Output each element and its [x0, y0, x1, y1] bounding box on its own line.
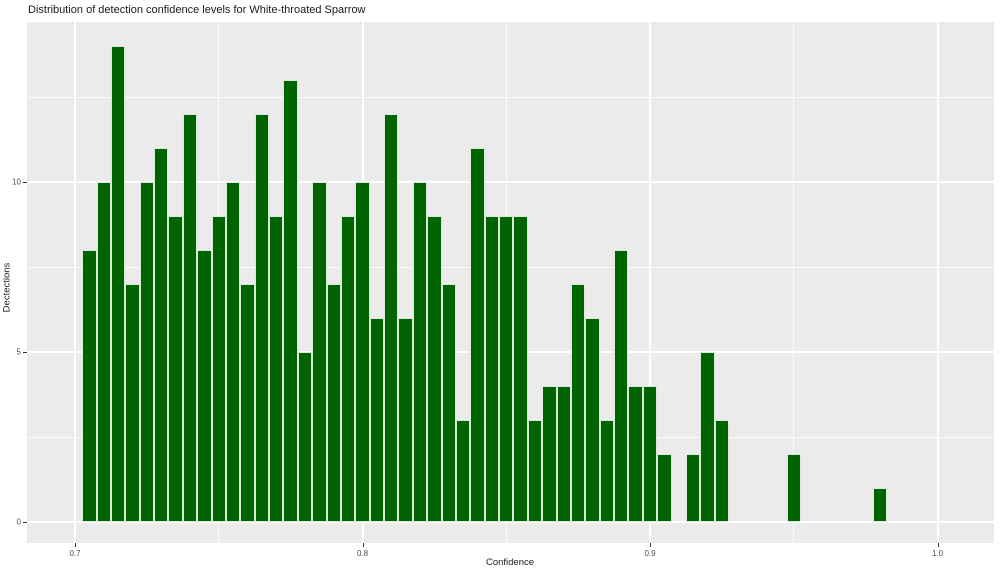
histogram-bar [297, 352, 313, 522]
histogram-bar [398, 318, 413, 522]
y-major-gridline [27, 521, 994, 523]
histogram-bar [96, 182, 111, 522]
x-major-gridline [74, 22, 76, 543]
x-axis-title: Confidence [485, 557, 535, 568]
x-tick-mark [362, 543, 364, 547]
histogram-bar [872, 488, 888, 522]
histogram-bar [470, 148, 485, 522]
histogram-bar [225, 182, 241, 522]
histogram-bar [355, 182, 370, 522]
plot-panel [27, 22, 994, 543]
histogram-bar [542, 386, 557, 522]
histogram-bar [283, 80, 298, 522]
histogram-bar [197, 250, 212, 522]
x-minor-gridline [793, 22, 795, 543]
histogram-bar [312, 182, 327, 522]
x-major-gridline [649, 22, 651, 543]
histogram-bar [427, 216, 442, 522]
histogram-bar [484, 216, 500, 522]
y-minor-gridline [27, 96, 994, 98]
histogram-bar [513, 216, 528, 522]
histogram-bar [182, 114, 198, 522]
y-tick-label: 10 [12, 177, 21, 187]
histogram-bar [499, 216, 514, 522]
histogram-bar [714, 420, 730, 522]
histogram-bar [154, 148, 169, 522]
histogram-bar [269, 216, 284, 522]
x-tick-label: 0.9 [644, 549, 656, 558]
histogram-bar [441, 284, 456, 522]
histogram-bar [240, 284, 255, 522]
x-tick-mark [937, 543, 939, 547]
histogram-bar [455, 420, 471, 522]
y-tick-mark [23, 352, 27, 353]
histogram-bar [527, 420, 543, 522]
x-tick-label: 0.8 [356, 549, 369, 558]
chart-title: Distribution of detection confidence lev… [28, 4, 366, 16]
histogram-bar [657, 454, 672, 522]
y-axis-title: Dectections [1, 262, 13, 313]
histogram-bar [384, 114, 399, 522]
histogram-bar [628, 386, 643, 522]
histogram-bar [139, 182, 155, 522]
histogram-bar [254, 114, 270, 522]
histogram-bar [685, 454, 701, 522]
y-tick-label: 0 [16, 517, 21, 527]
histogram-bar [700, 352, 715, 522]
x-tick-mark [75, 543, 76, 547]
y-tick-label: 5 [16, 347, 21, 357]
histogram-bar [570, 284, 586, 522]
histogram-bar [786, 454, 801, 522]
histogram-bar [556, 386, 571, 522]
y-tick-mark [23, 182, 27, 183]
y-tick-mark [23, 522, 27, 523]
histogram-bar [125, 284, 140, 522]
histogram-bar [369, 318, 385, 522]
x-tick-label: 1.0 [931, 549, 944, 558]
x-tick-label: 0.7 [69, 549, 81, 558]
x-major-gridline [936, 22, 939, 543]
x-tick-mark [650, 543, 651, 547]
y-major-gridline [27, 181, 994, 183]
histogram-bar [82, 250, 97, 522]
histogram-bar [412, 182, 428, 522]
histogram-bar [326, 284, 341, 522]
histogram-bar [110, 46, 126, 522]
histogram-bar [642, 386, 658, 522]
histogram-bar [168, 216, 183, 522]
histogram-bar [585, 318, 600, 522]
histogram-bar [340, 216, 356, 522]
histogram-bar [599, 420, 615, 522]
histogram-bar [211, 216, 226, 522]
histogram-bar [614, 250, 629, 522]
